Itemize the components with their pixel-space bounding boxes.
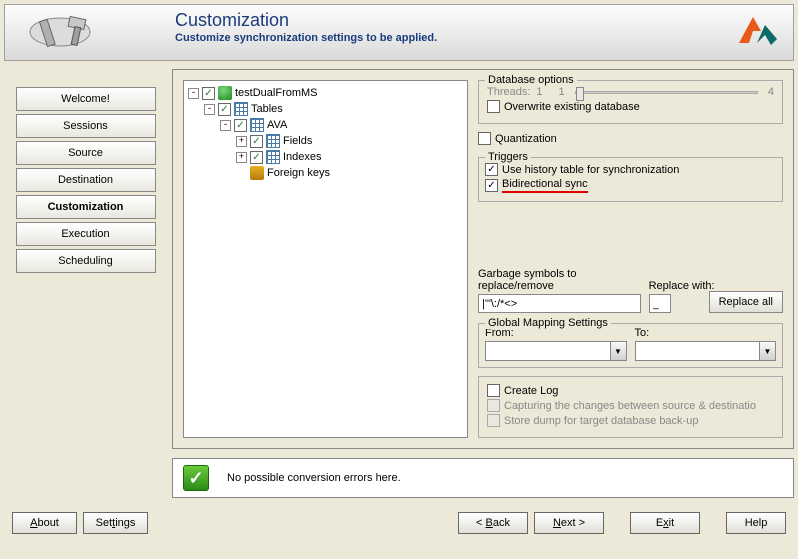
- content-panel: - ✓ testDualFromMS - ✓ Tables - ✓ AVA: [172, 69, 794, 449]
- help-button[interactable]: Help: [726, 512, 786, 534]
- sidebar-item-scheduling[interactable]: Scheduling: [16, 249, 156, 273]
- back-button[interactable]: < Back: [458, 512, 528, 534]
- quantization-label: Quantization: [495, 133, 557, 145]
- next-button[interactable]: Next >: [534, 512, 604, 534]
- capture-changes-checkbox: [487, 399, 500, 412]
- bidirectional-checkbox[interactable]: [485, 179, 498, 192]
- garbage-input[interactable]: [478, 294, 641, 313]
- create-log-label: Create Log: [504, 385, 558, 397]
- tree-label[interactable]: Indexes: [283, 151, 322, 163]
- tree-expand-tables[interactable]: -: [204, 104, 215, 115]
- tree-check-tables[interactable]: ✓: [218, 103, 231, 116]
- store-dump-checkbox: [487, 414, 500, 427]
- group-legend: Database options: [485, 74, 577, 86]
- threads-label: Threads:: [487, 86, 530, 98]
- sidebar: Welcome! Sessions Source Destination Cus…: [4, 69, 167, 449]
- app-logo: [735, 13, 779, 52]
- tree-check-fields[interactable]: ✓: [250, 135, 263, 148]
- to-combo[interactable]: ▼: [635, 341, 777, 361]
- replace-with-label: Replace with:: [649, 280, 701, 292]
- footer: About Settings < Back Next > Exit Help: [0, 512, 798, 534]
- tree-label[interactable]: Fields: [283, 135, 312, 147]
- to-label: To:: [635, 327, 777, 339]
- global-mapping-group: Global Mapping Settings From: ▼ To: ▼: [478, 323, 783, 368]
- history-table-checkbox[interactable]: [485, 163, 498, 176]
- exit-button[interactable]: Exit: [630, 512, 700, 534]
- garbage-label: Garbage symbols to replace/remove: [478, 268, 641, 292]
- history-table-label: Use history table for synchronization: [502, 164, 679, 176]
- options-pane: Database options Threads: 1 1 4 Overwrit…: [478, 80, 783, 438]
- sidebar-item-source[interactable]: Source: [16, 141, 156, 165]
- fields-icon: [266, 134, 280, 148]
- header-banner: Customization Customize synchronization …: [4, 4, 794, 61]
- quantization-checkbox[interactable]: [478, 132, 491, 145]
- threads-value: 1: [559, 86, 565, 98]
- table-icon: [250, 118, 264, 132]
- threads-slider[interactable]: [575, 91, 758, 94]
- create-log-group: Create Log Capturing the changes between…: [478, 376, 783, 438]
- tree-label[interactable]: testDualFromMS: [235, 87, 318, 99]
- indexes-icon: [266, 150, 280, 164]
- threads-min: 1: [536, 86, 542, 98]
- tree-pane[interactable]: - ✓ testDualFromMS - ✓ Tables - ✓ AVA: [183, 80, 468, 438]
- overwrite-label: Overwrite existing database: [504, 101, 640, 113]
- store-dump-label: Store dump for target database back-up: [504, 415, 698, 427]
- status-message: No possible conversion errors here.: [227, 472, 401, 484]
- settings-button[interactable]: Settings: [83, 512, 148, 534]
- group-legend: Global Mapping Settings: [485, 317, 611, 329]
- check-icon: ✓: [183, 465, 209, 491]
- sidebar-item-execution[interactable]: Execution: [16, 222, 156, 246]
- tree-check-root[interactable]: ✓: [202, 87, 215, 100]
- bidirectional-label: Bidirectional sync: [502, 178, 588, 193]
- sidebar-item-destination[interactable]: Destination: [16, 168, 156, 192]
- tree-expand-indexes[interactable]: +: [236, 152, 247, 163]
- sidebar-item-customization[interactable]: Customization: [16, 195, 156, 219]
- triggers-group: Triggers Use history table for synchroni…: [478, 157, 783, 202]
- create-log-checkbox[interactable]: [487, 384, 500, 397]
- capture-changes-label: Capturing the changes between source & d…: [504, 400, 756, 412]
- tree-expand-ava[interactable]: -: [220, 120, 231, 131]
- tree-label[interactable]: Tables: [251, 103, 283, 115]
- sidebar-item-sessions[interactable]: Sessions: [16, 114, 156, 138]
- tree-label[interactable]: AVA: [267, 119, 287, 131]
- table-icon: [234, 102, 248, 116]
- about-button[interactable]: About: [12, 512, 77, 534]
- tree-label[interactable]: Foreign keys: [267, 167, 330, 179]
- overwrite-checkbox[interactable]: [487, 100, 500, 113]
- tree-expand-root[interactable]: -: [188, 88, 199, 99]
- status-bar: ✓ No possible conversion errors here.: [172, 458, 794, 498]
- page-subtitle: Customize synchronization settings to be…: [175, 32, 778, 44]
- database-icon: [218, 86, 232, 100]
- sidebar-item-welcome[interactable]: Welcome!: [16, 87, 156, 111]
- header-tool-icon: [15, 8, 145, 56]
- threads-max: 4: [768, 86, 774, 98]
- tree-expand-fields[interactable]: +: [236, 136, 247, 147]
- database-options-group: Database options Threads: 1 1 4 Overwrit…: [478, 80, 783, 124]
- from-combo[interactable]: ▼: [485, 341, 627, 361]
- page-title: Customization: [175, 10, 778, 31]
- tree-check-indexes[interactable]: ✓: [250, 151, 263, 164]
- group-legend: Triggers: [485, 151, 531, 163]
- replace-with-input[interactable]: [649, 294, 671, 313]
- foreign-keys-icon: [250, 166, 264, 180]
- tree-check-ava[interactable]: ✓: [234, 119, 247, 132]
- replace-all-button[interactable]: Replace all: [709, 291, 783, 313]
